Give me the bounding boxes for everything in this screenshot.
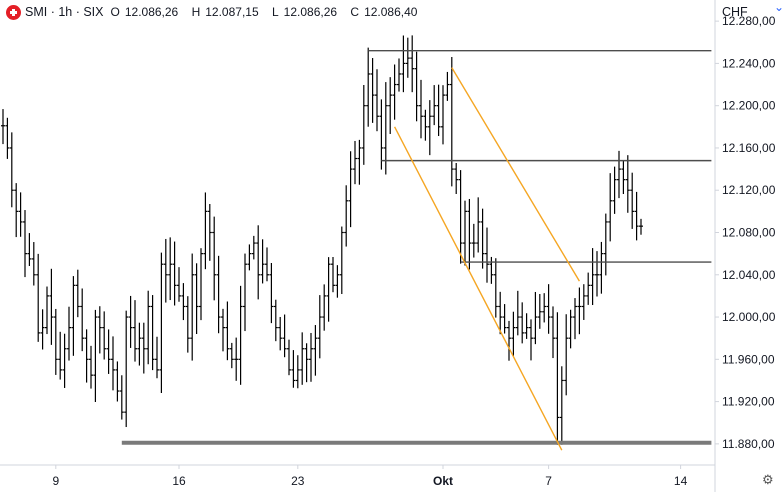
x-tick-label: 23 — [291, 474, 305, 488]
x-tick-label: 9 — [52, 474, 59, 488]
y-tick-label: 11.960,00 — [722, 352, 775, 366]
x-tick-label: 7 — [545, 474, 552, 488]
y-tick-label: 12.000,00 — [722, 310, 776, 324]
drawings[interactable] — [121, 50, 712, 451]
symbol-label[interactable]: SMI · 1h · SIX — [25, 5, 104, 19]
price-axis[interactable]: 12.280,00 12.240,00 12.200,00 12.160,00 12.1… — [715, 14, 776, 451]
x-tick-label: 16 — [172, 474, 186, 488]
chart-header: SMI · 1h · SIX O 12.086,26 H 12.087,15 L 12… — [6, 4, 427, 20]
high-label: H — [191, 5, 201, 19]
currency-label[interactable]: CHF — [722, 5, 748, 19]
ohlc-bars — [1, 35, 643, 445]
close-label: C — [350, 5, 360, 19]
y-tick-label: 12.040,00 — [722, 268, 776, 282]
y-tick-label: 12.120,00 — [722, 183, 776, 197]
ohlc-readout: O 12.086,26 H 12.087,15 L 12.086,26 C 12.086… — [111, 5, 428, 19]
open-label: O — [110, 5, 120, 19]
x-tick-label: 14 — [674, 474, 688, 488]
y-tick-label: 12.200,00 — [722, 99, 776, 113]
close-value: 12.086,40 — [364, 5, 418, 19]
expand-icon[interactable]: ⌄ — [774, 0, 784, 14]
y-tick-label: 12.080,00 — [722, 226, 776, 240]
y-tick-label: 11.880,00 — [722, 437, 775, 451]
high-value: 12.087,15 — [205, 5, 259, 19]
trend-channel-line[interactable] — [451, 67, 581, 282]
gear-icon[interactable]: ⚙ — [762, 472, 774, 487]
y-tick-label: 12.240,00 — [722, 56, 776, 70]
smi-logo-icon — [6, 4, 21, 20]
y-tick-label: 11.920,00 — [722, 395, 775, 409]
x-tick-label: Okt — [433, 474, 453, 488]
open-value: 12.086,26 — [124, 5, 179, 19]
y-tick-label: 12.160,00 — [722, 141, 776, 155]
trend-channel-line[interactable] — [393, 126, 563, 451]
time-axis[interactable]: 9 16 23 Okt 7 14 — [52, 465, 688, 488]
y-tick-label: 12.280,00 — [722, 14, 776, 28]
low-label: L — [271, 5, 279, 19]
low-value: 12.086,26 — [283, 5, 338, 19]
